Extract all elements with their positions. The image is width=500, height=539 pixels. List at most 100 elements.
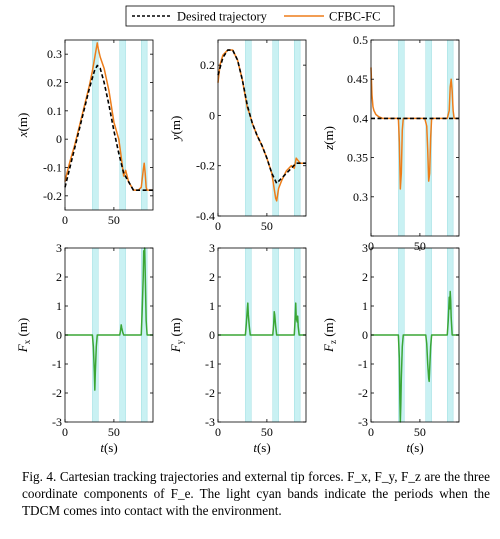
panel-Fx: -3 -2 -1 0 1 2 3 0 50 Fx (m) t(s) xyxy=(15,241,154,455)
y-tick-label: -0.4 xyxy=(196,209,215,223)
y-tick-label: 0.2 xyxy=(200,58,215,72)
y-tick-label: -0.2 xyxy=(196,159,215,173)
contact-band xyxy=(398,40,405,236)
y-tick-label: -2 xyxy=(205,386,215,400)
caption-text: Cartesian tracking trajectories and exte… xyxy=(22,469,491,518)
y-tick-label: 2 xyxy=(56,270,62,284)
axes-frame xyxy=(370,39,460,237)
y-axis-label-var: z xyxy=(321,145,336,151)
x-tick-label: 50 xyxy=(108,213,120,227)
contact-band xyxy=(119,248,126,422)
contact-band xyxy=(119,40,126,210)
contact-band xyxy=(245,40,252,216)
x-tick-label: 0 xyxy=(62,213,68,227)
x-tick-label: 0 xyxy=(368,239,374,253)
y-tick-label: 0.3 xyxy=(47,47,62,61)
y-axis-label-var: y xyxy=(168,134,183,142)
y-axis-label-unit: (m) xyxy=(15,113,30,132)
axes-frame xyxy=(64,39,154,211)
series-line-cfbc-fc xyxy=(370,67,459,190)
series-line-cfbc-fc xyxy=(64,42,153,191)
y-tick-label: 0.2 xyxy=(47,76,62,90)
x-axis-label: t(s) xyxy=(253,440,270,455)
y-tick-label: 0.35 xyxy=(347,151,368,165)
figure-caption: Fig. 4. Cartesian tracking trajectories … xyxy=(22,468,490,519)
y-tick-label: 0.3 xyxy=(353,190,368,204)
y-tick-label: 2 xyxy=(362,270,368,284)
series-line-cfbc-fc xyxy=(217,49,306,202)
contact-band xyxy=(92,40,99,210)
series-line-fz xyxy=(371,290,459,423)
y-tick-label: 3 xyxy=(362,241,368,255)
x-tick-label: 50 xyxy=(414,239,426,253)
caption-prefix: Fig. 4. xyxy=(22,469,57,484)
y-tick-label: 1 xyxy=(209,299,215,313)
y-axis-label: x(m) xyxy=(15,113,30,139)
x-axis-label-unit: (s) xyxy=(257,440,271,455)
y-tick-label: 1 xyxy=(56,299,62,313)
y-tick-label: 0.45 xyxy=(347,72,368,86)
y-tick-label: -2 xyxy=(52,386,62,400)
contact-band xyxy=(272,248,279,422)
y-axis-label-unit: (m) xyxy=(15,318,30,340)
legend-box xyxy=(125,5,395,27)
panel-z: 0.3 0.35 0.4 0.45 0.5 0 50 z(m) xyxy=(321,33,460,253)
y-tick-label: 0 xyxy=(56,132,62,146)
y-tick-label: 0 xyxy=(56,328,62,342)
y-axis-label-main: F xyxy=(168,343,183,353)
panel-x: -0.2 -0.1 0 0.1 0.2 0.3 0 50 x(m) xyxy=(15,39,154,227)
y-tick-label: 3 xyxy=(56,241,62,255)
y-axis-label-sub: x xyxy=(22,339,32,344)
x-axis-label-unit: (s) xyxy=(104,440,118,455)
y-axis-label: Fx (m) xyxy=(15,318,32,353)
y-tick-label: 2 xyxy=(209,270,215,284)
y-tick-label: 0 xyxy=(362,328,368,342)
y-tick-label: 0.4 xyxy=(353,111,368,125)
y-axis-label: Fz (m) xyxy=(321,318,338,353)
series-line-desired-trajectory xyxy=(64,64,153,191)
x-axis-label: t(s) xyxy=(100,440,117,455)
x-axis-label-var: t xyxy=(253,440,257,455)
y-tick-label: -1 xyxy=(205,357,215,371)
y-axis-label-unit: (m) xyxy=(168,318,183,340)
y-axis-label-main: F xyxy=(321,343,336,353)
figure-panels: Desired trajectory CFBC-FC -0.2 -0.1 0 0.1 0… xyxy=(15,5,460,455)
x-tick-label: 0 xyxy=(215,425,221,439)
x-tick-label: 0 xyxy=(368,425,374,439)
x-axis-label-unit: (s) xyxy=(410,440,424,455)
y-tick-label: -2 xyxy=(358,386,368,400)
y-tick-label: 0.5 xyxy=(353,33,368,47)
y-axis-label-var: x xyxy=(15,131,30,138)
legend: Desired trajectory CFBC-FC xyxy=(125,5,395,27)
y-tick-label: -0.1 xyxy=(43,161,62,175)
contact-band xyxy=(141,248,148,422)
y-tick-label: -3 xyxy=(358,415,368,429)
series-line-fx xyxy=(65,247,153,391)
x-axis-label-var: t xyxy=(406,440,410,455)
y-tick-label: 0.1 xyxy=(47,104,62,118)
y-tick-label: 3 xyxy=(209,241,215,255)
contact-band xyxy=(294,248,301,422)
legend-actual-label: CFBC-FC xyxy=(329,10,380,24)
y-tick-label: -1 xyxy=(358,357,368,371)
panel-Fy: -3 -2 -1 0 1 2 3 0 50 Fy (m) t(s) xyxy=(168,241,307,455)
y-axis-label-sub: z xyxy=(328,340,338,344)
contact-band xyxy=(447,248,454,422)
contact-band xyxy=(425,40,432,236)
contact-band xyxy=(425,248,432,422)
x-tick-label: 50 xyxy=(261,425,273,439)
y-axis-label: Fy (m) xyxy=(168,318,185,353)
contact-band xyxy=(245,248,252,422)
y-tick-label: -0.2 xyxy=(43,189,62,203)
contact-band xyxy=(272,40,279,216)
axes-frame xyxy=(217,39,307,217)
y-tick-label: -3 xyxy=(205,415,215,429)
y-axis-label: y(m) xyxy=(168,116,183,143)
contact-band xyxy=(92,248,99,422)
y-axis-label-unit: (m) xyxy=(321,126,336,145)
contact-band xyxy=(294,40,301,216)
y-tick-label: -1 xyxy=(52,357,62,371)
y-axis-label-sub: y xyxy=(175,339,185,344)
x-axis-label-var: t xyxy=(100,440,104,455)
